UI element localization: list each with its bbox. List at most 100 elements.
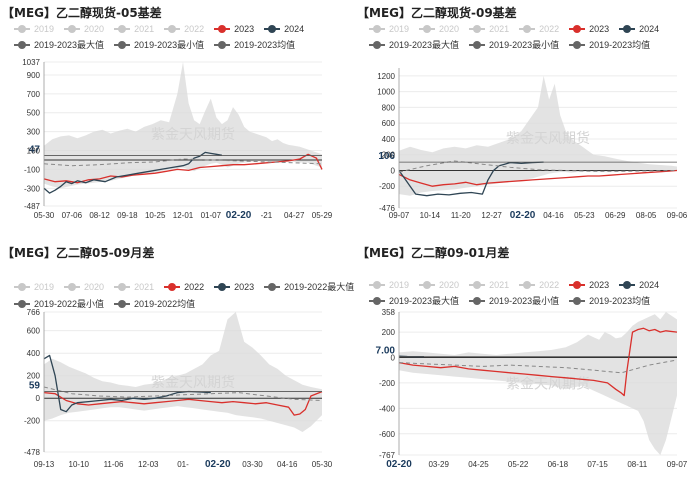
x-tick-label: 08-05	[636, 211, 657, 220]
series-line-2019-2023均值	[398, 160, 678, 173]
panel-title: 【MEG】乙二醇05-09月差	[2, 246, 155, 260]
legend-swatch	[14, 299, 30, 308]
legend-item[interactable]: 2023	[214, 280, 254, 293]
range-band	[44, 62, 322, 189]
y-tick-label: 0	[391, 166, 396, 175]
y-tick-label: 1000	[377, 88, 395, 97]
watermark: 紫金天风期货	[151, 126, 235, 143]
legend-item[interactable]: 2019-2022均值	[114, 297, 195, 310]
y-tick-label: -487	[24, 202, 41, 211]
legend-swatch	[264, 282, 281, 291]
legend-swatch	[14, 25, 30, 33]
series-line-2019-2023均值	[398, 359, 678, 374]
y-tick-label: 900	[27, 71, 41, 80]
legend-item[interactable]: 2023	[569, 280, 609, 290]
legend-label: 2024	[639, 24, 660, 34]
watermark: 紫金天风期货	[151, 374, 235, 391]
legend-item[interactable]: 2019-2023最大值	[369, 294, 459, 307]
legend-item[interactable]: 2019-2023均值	[214, 38, 295, 51]
legend-label: 2022	[184, 24, 205, 34]
legend-swatch	[214, 25, 231, 33]
legend-row: 2019-2023最大值 2019-2023最小值 2019-2023均值	[355, 38, 700, 51]
x-tick-label: 05-30	[34, 211, 55, 220]
legend-item[interactable]: 2019	[369, 280, 409, 290]
legend-item[interactable]: 2021	[114, 24, 154, 34]
y-tick-label: 400	[382, 135, 396, 144]
legend-item[interactable]: 2020	[419, 280, 459, 290]
legend-item[interactable]: 2022	[164, 24, 204, 34]
legend-swatch	[369, 25, 385, 33]
series-line-2022	[43, 390, 323, 416]
legend-item[interactable]: 2019-2023最大值	[369, 38, 459, 51]
legend-item[interactable]: 2024	[619, 24, 659, 34]
legend-item[interactable]: 2024	[264, 24, 304, 34]
legend-item[interactable]: 2024	[619, 280, 659, 290]
legend: 2019 2020 2021 2022 2023 2024 2019-2023最大值 2019…	[0, 24, 345, 55]
x-tick-label: 08-11	[627, 460, 647, 469]
legend-row: 2019 2020 2021 2022 2023 2024	[355, 280, 700, 290]
legend-swatch	[569, 281, 586, 289]
legend-item[interactable]: 2023	[214, 24, 254, 34]
y-tick-label: 1037	[22, 58, 40, 67]
legend-item[interactable]: 2019-2023最小值	[469, 38, 559, 51]
x-tick-label: 04-27	[284, 211, 305, 220]
legend-item[interactable]: 2019	[369, 24, 409, 34]
legend-item[interactable]: 2022	[519, 280, 559, 290]
legend-item[interactable]: 2023	[569, 24, 609, 34]
legend-item[interactable]: 2019	[14, 24, 54, 34]
x-tick-label: 11-06	[104, 460, 124, 469]
y-tick-label: 1200	[377, 72, 395, 81]
current-value-label: 47	[29, 145, 41, 156]
x-tick-label: 04-16	[277, 460, 298, 469]
x-tick-label: 06-18	[548, 460, 569, 469]
legend-item[interactable]: 2019-2022最小值	[14, 297, 104, 310]
x-tick-label: 10-14	[420, 211, 441, 220]
legend-item[interactable]: 2019-2022最大值	[264, 280, 354, 293]
x-tick-label: 08-12	[89, 211, 110, 220]
legend-label: 2024	[284, 24, 305, 34]
legend-item[interactable]: 2021	[114, 280, 154, 293]
y-tick-label: -300	[24, 184, 41, 193]
current-value-label: 59	[29, 381, 41, 392]
series-line-2019-2023均值	[43, 158, 323, 167]
x-tick-label: 01-07	[201, 211, 222, 220]
legend-row: 2019-2023最大值 2019-2023最小值 2019-2023均值	[0, 38, 345, 51]
y-tick-label: 100	[27, 147, 41, 156]
legend-item[interactable]: 2019-2023均值	[569, 294, 650, 307]
x-tick-label: 07-06	[62, 211, 83, 220]
legend-item[interactable]: 2019-2023最小值	[469, 294, 559, 307]
legend-item[interactable]: 2020	[419, 24, 459, 34]
x-tick-label: 10-10	[69, 460, 90, 469]
legend-item[interactable]: 2022	[519, 24, 559, 34]
legend-swatch	[114, 299, 131, 308]
y-tick-label: 200	[27, 372, 41, 381]
y-tick-label: -100	[24, 165, 41, 174]
legend-swatch	[569, 40, 586, 49]
series-line-2023	[43, 153, 323, 184]
legend-label: 2021	[134, 281, 155, 292]
legend-item[interactable]: 2021	[469, 24, 509, 34]
y-tick-label: -400	[379, 404, 396, 413]
legend-swatch	[519, 25, 536, 33]
legend-item[interactable]: 2021	[469, 280, 509, 290]
legend-swatch	[469, 281, 486, 289]
legend-item[interactable]: 2020	[64, 24, 104, 34]
y-tick-label: 0	[36, 394, 41, 403]
series-line-2019-2022均值	[43, 386, 323, 401]
legend-label: 2023	[234, 281, 255, 292]
legend-item[interactable]: 2020	[64, 280, 104, 293]
y-tick-label: 800	[382, 103, 396, 112]
x-tick-label: 09-07	[667, 460, 688, 469]
legend-label: 2022	[184, 281, 205, 292]
legend-item[interactable]: 2019	[14, 280, 54, 293]
x-tick-label: 02-20	[386, 459, 412, 470]
x-tick-label: 07-15	[587, 460, 608, 469]
legend-item[interactable]: 2019-2023最大值	[14, 38, 104, 51]
legend-item[interactable]: 2022	[164, 280, 204, 293]
legend-item[interactable]: 2019-2023最小值	[114, 38, 204, 51]
legend-label: 2023	[234, 24, 255, 34]
legend-item[interactable]: 2019-2023均值	[569, 38, 650, 51]
series-line-2023	[398, 169, 678, 187]
legend-label: 2022	[539, 280, 560, 290]
